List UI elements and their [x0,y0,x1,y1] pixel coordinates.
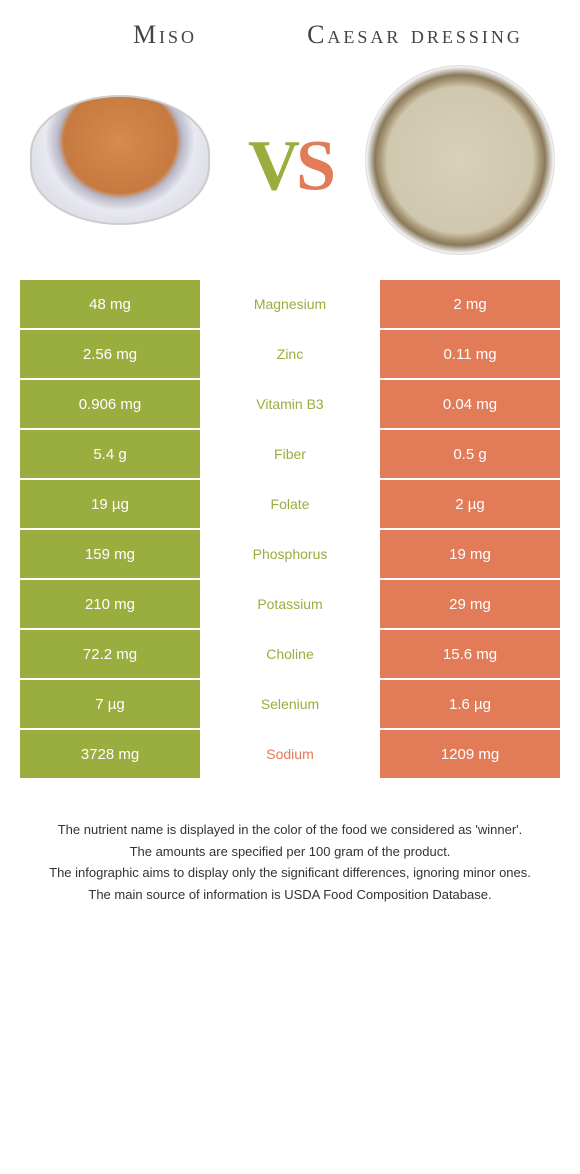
table-row: 3728 mgSodium1209 mg [20,730,560,780]
footnote-1: The nutrient name is displayed in the co… [30,820,550,840]
cell-left: 159 mg [20,530,200,578]
cell-right: 0.04 mg [380,380,560,428]
footnote-3: The infographic aims to display only the… [30,863,550,883]
cell-left: 72.2 mg [20,630,200,678]
header: Miso Caesar dressing [0,0,580,60]
cell-label: Fiber [200,430,380,478]
table-row: 5.4 gFiber0.5 g [20,430,560,480]
cell-left: 3728 mg [20,730,200,778]
table-row: 2.56 mgZinc0.11 mg [20,330,560,380]
cell-label: Choline [200,630,380,678]
cell-right: 0.5 g [380,430,560,478]
title-right: Caesar dressing [290,20,540,50]
cell-label: Sodium [200,730,380,778]
cell-label: Vitamin B3 [200,380,380,428]
footnote-2: The amounts are specified per 100 gram o… [30,842,550,862]
vs-s: S [296,125,332,205]
vs-label: VS [248,124,332,207]
cell-right: 15.6 mg [380,630,560,678]
title-left: Miso [40,20,290,50]
cell-left: 2.56 mg [20,330,200,378]
table-row: 72.2 mgCholine15.6 mg [20,630,560,680]
cell-right: 19 mg [380,530,560,578]
nutrient-table: 48 mgMagnesium2 mg2.56 mgZinc0.11 mg0.90… [20,280,560,780]
cell-right: 2 mg [380,280,560,328]
cell-label: Magnesium [200,280,380,328]
table-row: 0.906 mgVitamin B30.04 mg [20,380,560,430]
cell-left: 0.906 mg [20,380,200,428]
cell-right: 2 µg [380,480,560,528]
cell-label: Folate [200,480,380,528]
table-row: 48 mgMagnesium2 mg [20,280,560,330]
cell-right: 1209 mg [380,730,560,778]
footnotes: The nutrient name is displayed in the co… [30,820,550,904]
caesar-image [360,60,560,260]
cell-left: 210 mg [20,580,200,628]
table-row: 210 mgPotassium29 mg [20,580,560,630]
miso-bowl-icon [30,95,210,225]
cell-right: 29 mg [380,580,560,628]
table-row: 159 mgPhosphorus19 mg [20,530,560,580]
cell-label: Selenium [200,680,380,728]
cell-label: Phosphorus [200,530,380,578]
cell-left: 5.4 g [20,430,200,478]
miso-image [20,60,220,260]
cell-label: Zinc [200,330,380,378]
footnote-4: The main source of information is USDA F… [30,885,550,905]
caesar-bowl-icon [365,65,555,255]
image-row: VS [0,60,580,280]
cell-left: 48 mg [20,280,200,328]
vs-v: V [248,125,296,205]
table-row: 7 µgSelenium1.6 µg [20,680,560,730]
cell-left: 7 µg [20,680,200,728]
cell-right: 1.6 µg [380,680,560,728]
cell-left: 19 µg [20,480,200,528]
cell-right: 0.11 mg [380,330,560,378]
cell-label: Potassium [200,580,380,628]
table-row: 19 µgFolate2 µg [20,480,560,530]
